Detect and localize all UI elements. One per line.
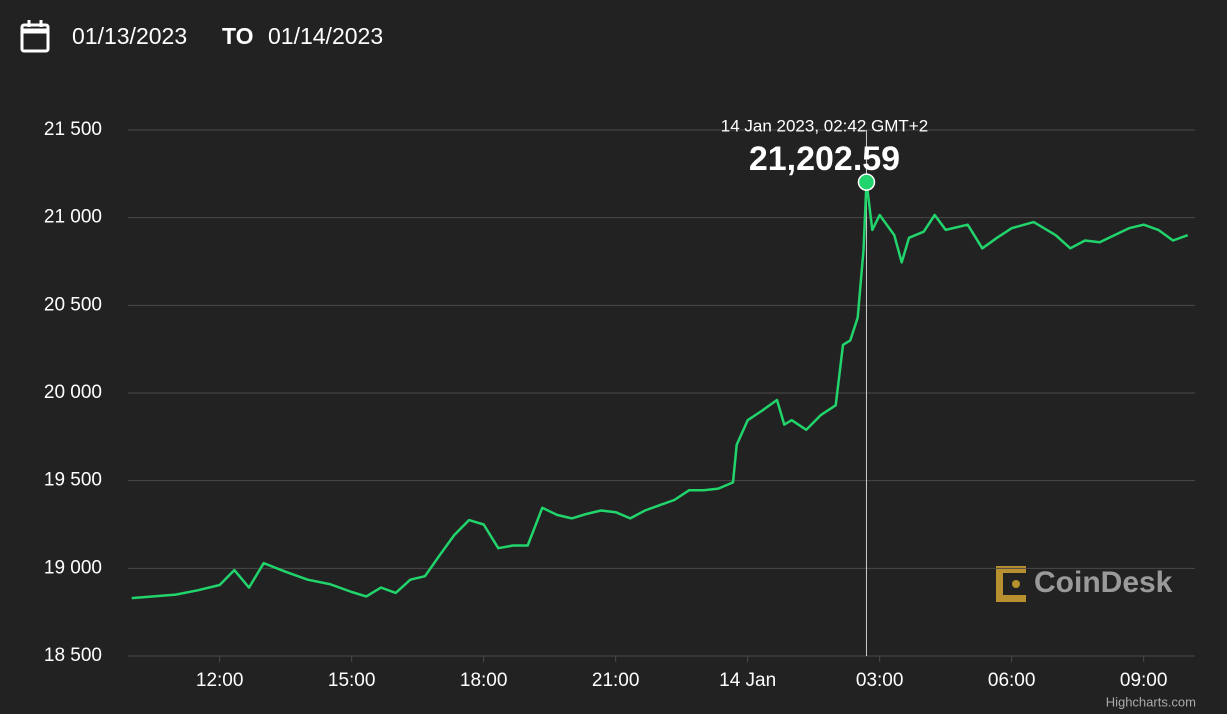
y-tick-label: 20 000	[44, 382, 102, 403]
y-tick-label: 19 500	[44, 470, 102, 491]
date-to: 01/14/2023	[268, 23, 383, 49]
watermark-logo	[996, 566, 1026, 602]
x-tick-label: 14 Jan	[719, 670, 776, 691]
price-line	[131, 180, 1189, 600]
date-separator: TO	[222, 23, 254, 49]
y-tick-label: 19 000	[44, 557, 102, 578]
x-tick-label: 21:00	[592, 670, 640, 691]
y-tick-label: 21 000	[44, 207, 102, 228]
tooltip-value: 21,202.59	[749, 140, 900, 178]
date-from: 01/13/2023	[72, 23, 187, 49]
y-tick-label: 21 500	[44, 119, 102, 140]
x-tick-label: 18:00	[460, 670, 508, 691]
tooltip-date: 14 Jan 2023, 02:42 GMT+2	[721, 116, 928, 135]
calendar-icon	[20, 20, 50, 53]
x-tick-label: 06:00	[988, 670, 1036, 691]
x-tick-label: 03:00	[856, 670, 904, 691]
hover-point	[857, 173, 876, 191]
watermark: CoinDesk	[1034, 566, 1173, 599]
credits: Highcharts.com	[1106, 694, 1196, 709]
x-tick-label: 15:00	[328, 670, 376, 691]
x-tick-label: 09:00	[1120, 670, 1168, 691]
y-tick-label: 18 500	[44, 645, 102, 666]
y-tick-label: 20 500	[44, 294, 102, 315]
x-tick-label: 12:00	[196, 670, 244, 691]
